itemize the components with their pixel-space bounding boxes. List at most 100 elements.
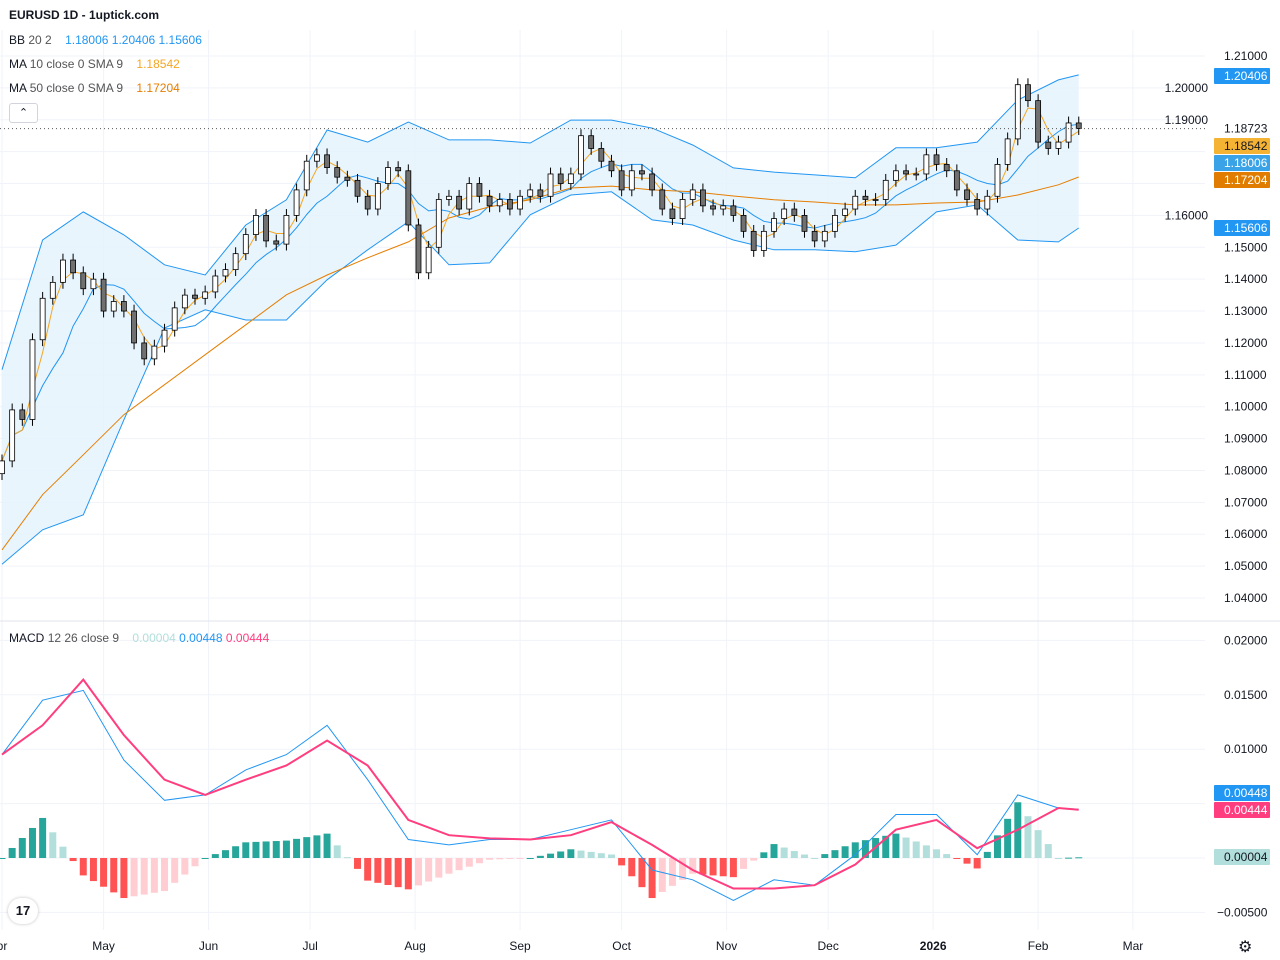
legend-bb[interactable]: BB 20 2 1.18006 1.20406 1.15606 <box>9 33 202 47</box>
candle-body <box>1045 141 1052 149</box>
macd-histogram-bar <box>496 858 504 860</box>
candle <box>273 234 280 251</box>
time-axis-label: Jul <box>302 939 317 953</box>
candle-body <box>273 240 280 245</box>
candle <box>1055 135 1062 155</box>
candle-body <box>385 167 391 184</box>
settings-gear-icon[interactable]: ⚙ <box>1238 939 1253 956</box>
macd-histogram-bar <box>1034 830 1042 858</box>
candle-body <box>994 163 1001 197</box>
candle-body <box>1025 84 1031 102</box>
bb-lower-value: 1.15606 <box>158 33 202 47</box>
candle <box>527 183 534 203</box>
macd-histogram-bar <box>59 846 67 858</box>
macd-histogram-bar <box>232 846 240 858</box>
macd-histogram-bar <box>719 858 727 877</box>
macd-histogram-bar <box>0 858 6 859</box>
macd-histogram-bar <box>658 858 666 892</box>
bb-lower-badge-text: 1.15606 <box>1224 221 1268 235</box>
candle <box>557 167 564 190</box>
bollinger-lower-line <box>1 191 1079 565</box>
candle-body <box>557 173 564 184</box>
candle <box>903 164 909 181</box>
macd-histogram-bar <box>445 858 453 874</box>
candle <box>446 189 452 206</box>
candle-body <box>324 154 330 168</box>
legend-ma10[interactable]: MA 10 close 0 SMA 9 1.18542 <box>9 57 180 71</box>
candle-body <box>598 148 605 162</box>
candle <box>405 164 412 232</box>
candle-body <box>700 189 706 207</box>
macd-histogram-bar <box>892 833 900 858</box>
macd-histogram-bar <box>821 854 829 858</box>
ma10-badge <box>1214 138 1270 154</box>
candle <box>324 148 330 174</box>
macd-histogram-bar <box>28 827 36 858</box>
candle-body <box>334 167 341 178</box>
candle-body <box>608 160 615 172</box>
collapse-legend-button[interactable]: ⌃ <box>9 103 38 123</box>
legend-macd[interactable]: MACD 12 26 close 9 0.00004 0.00448 0.004… <box>9 631 269 645</box>
macd-histogram-bar <box>425 858 433 882</box>
candle <box>740 209 747 238</box>
price-axis-label: 1.13000 <box>1224 304 1268 318</box>
candle-body <box>659 189 666 210</box>
candle-body <box>110 301 117 312</box>
macd-value: 0.00448 <box>179 631 223 645</box>
candle <box>171 301 178 337</box>
candle-body <box>141 342 148 360</box>
time-axis-label: Sep <box>509 939 531 953</box>
candle-body <box>354 179 361 197</box>
candle-body <box>29 339 36 420</box>
macd-axis-label: −0.00500 <box>1217 905 1268 919</box>
candle-body <box>801 215 808 232</box>
price-axis-label: 1.10000 <box>1224 400 1268 414</box>
candle <box>0 454 5 481</box>
candle-body <box>1065 122 1072 143</box>
candle <box>659 183 666 216</box>
macd-histogram-bar <box>343 857 351 859</box>
price-axis-label: 1.04000 <box>1224 591 1268 605</box>
candle <box>506 193 513 216</box>
ma10-badge-text: 1.18542 <box>1224 139 1268 153</box>
macd-histogram-bar <box>435 858 443 878</box>
macd-histogram-bar <box>547 853 555 858</box>
macd-histogram-bar <box>282 840 290 858</box>
tradingview-logo[interactable]: 17 <box>8 898 38 924</box>
candle <box>19 403 26 426</box>
candle-body <box>567 173 574 184</box>
candle-body <box>1004 138 1011 165</box>
candle <box>253 209 259 241</box>
candle <box>39 291 46 347</box>
legend-ma50[interactable]: MA 50 close 0 SMA 9 1.17204 <box>9 81 180 95</box>
macd-histogram-bar <box>760 852 768 858</box>
candle <box>700 183 706 213</box>
candle <box>547 167 554 203</box>
ma10-params: 10 close 0 SMA 9 <box>29 57 124 71</box>
macd-histogram-bar <box>953 858 961 859</box>
price-axis-label: 1.12000 <box>1224 336 1268 350</box>
macd-histogram-bar <box>262 841 270 858</box>
macd-histogram-bar <box>811 858 819 859</box>
candle-body <box>344 176 351 181</box>
macd-histogram-bar <box>506 858 514 859</box>
candle-body <box>893 170 899 181</box>
macd-histogram-bar <box>1075 857 1083 859</box>
macd-histogram-bar <box>638 858 646 888</box>
macd-histogram-bar <box>750 858 758 861</box>
macd-histogram-bar <box>831 850 839 858</box>
candle <box>852 189 859 216</box>
candle <box>70 253 77 280</box>
macd-histogram-bar <box>790 851 798 858</box>
candle <box>181 288 188 315</box>
macd-histogram-bar <box>486 858 494 860</box>
candle <box>131 304 137 350</box>
candle <box>29 333 36 426</box>
macd-histogram-bar <box>49 832 57 858</box>
candle <box>649 167 656 197</box>
price-axis-label: 1.16000 <box>1165 208 1209 222</box>
macd-histogram-bar <box>943 854 951 858</box>
macd-histogram-bar <box>557 851 565 858</box>
time-axis-label: Jun <box>199 939 218 953</box>
